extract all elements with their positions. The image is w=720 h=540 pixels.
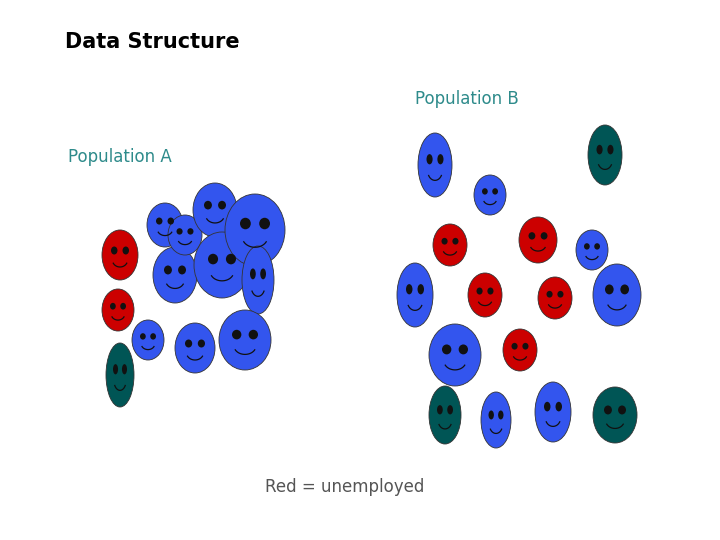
Ellipse shape <box>459 345 468 354</box>
Ellipse shape <box>185 340 192 348</box>
Ellipse shape <box>168 218 174 225</box>
Ellipse shape <box>477 287 482 294</box>
Ellipse shape <box>418 133 452 197</box>
Ellipse shape <box>397 263 433 327</box>
Ellipse shape <box>219 310 271 370</box>
Ellipse shape <box>122 364 127 374</box>
Ellipse shape <box>204 201 212 210</box>
Ellipse shape <box>110 303 116 309</box>
Ellipse shape <box>260 268 266 279</box>
Ellipse shape <box>176 228 183 234</box>
Ellipse shape <box>102 230 138 280</box>
Ellipse shape <box>102 289 134 331</box>
Ellipse shape <box>226 254 236 265</box>
Ellipse shape <box>593 387 637 443</box>
Ellipse shape <box>147 203 183 247</box>
Ellipse shape <box>250 268 256 279</box>
Ellipse shape <box>153 247 197 303</box>
Ellipse shape <box>604 406 612 414</box>
Ellipse shape <box>433 224 467 266</box>
Ellipse shape <box>535 382 571 442</box>
Ellipse shape <box>193 183 237 237</box>
Ellipse shape <box>452 238 459 245</box>
Ellipse shape <box>482 188 487 194</box>
Ellipse shape <box>106 343 134 407</box>
Ellipse shape <box>426 154 433 164</box>
Text: Red = unemployed: Red = unemployed <box>265 478 424 496</box>
Ellipse shape <box>503 329 537 371</box>
Ellipse shape <box>596 145 603 154</box>
Ellipse shape <box>441 238 448 245</box>
Ellipse shape <box>523 343 528 349</box>
Ellipse shape <box>198 340 205 348</box>
Ellipse shape <box>178 266 186 274</box>
Ellipse shape <box>556 402 562 411</box>
Ellipse shape <box>218 201 226 210</box>
Text: Population B: Population B <box>415 90 518 108</box>
Ellipse shape <box>442 345 451 354</box>
Ellipse shape <box>541 232 547 240</box>
Ellipse shape <box>487 287 493 294</box>
Ellipse shape <box>156 218 163 225</box>
Ellipse shape <box>474 175 506 215</box>
Ellipse shape <box>528 232 536 240</box>
Ellipse shape <box>406 284 413 294</box>
Ellipse shape <box>113 364 118 374</box>
Ellipse shape <box>240 218 251 230</box>
Ellipse shape <box>232 330 241 340</box>
Ellipse shape <box>164 266 172 274</box>
Ellipse shape <box>593 264 641 326</box>
Ellipse shape <box>538 277 572 319</box>
Ellipse shape <box>225 194 285 266</box>
Ellipse shape <box>621 285 629 294</box>
Ellipse shape <box>208 254 218 265</box>
Ellipse shape <box>132 320 164 360</box>
Ellipse shape <box>429 324 481 386</box>
Ellipse shape <box>259 218 270 230</box>
Ellipse shape <box>111 246 117 254</box>
Ellipse shape <box>588 125 622 185</box>
Ellipse shape <box>468 273 502 317</box>
Ellipse shape <box>194 232 250 298</box>
Ellipse shape <box>605 285 613 294</box>
Ellipse shape <box>437 154 444 164</box>
Ellipse shape <box>618 406 626 414</box>
Ellipse shape <box>481 392 511 448</box>
Ellipse shape <box>594 243 600 249</box>
Ellipse shape <box>557 291 564 298</box>
Ellipse shape <box>429 386 461 444</box>
Ellipse shape <box>140 333 145 340</box>
Ellipse shape <box>519 217 557 263</box>
Ellipse shape <box>488 410 494 420</box>
Ellipse shape <box>122 246 129 254</box>
Text: Population A: Population A <box>68 148 172 166</box>
Ellipse shape <box>498 410 503 420</box>
Ellipse shape <box>248 330 258 340</box>
Ellipse shape <box>511 343 518 349</box>
Ellipse shape <box>175 323 215 373</box>
Ellipse shape <box>418 284 424 294</box>
Ellipse shape <box>447 405 453 414</box>
Text: Data Structure: Data Structure <box>65 32 240 52</box>
Ellipse shape <box>576 230 608 270</box>
Ellipse shape <box>187 228 194 234</box>
Ellipse shape <box>608 145 613 154</box>
Ellipse shape <box>437 405 443 414</box>
Ellipse shape <box>168 215 202 255</box>
Ellipse shape <box>584 243 590 249</box>
Ellipse shape <box>492 188 498 194</box>
Ellipse shape <box>546 291 553 298</box>
Ellipse shape <box>544 402 551 411</box>
Ellipse shape <box>242 246 274 314</box>
Ellipse shape <box>120 303 126 309</box>
Ellipse shape <box>150 333 156 340</box>
